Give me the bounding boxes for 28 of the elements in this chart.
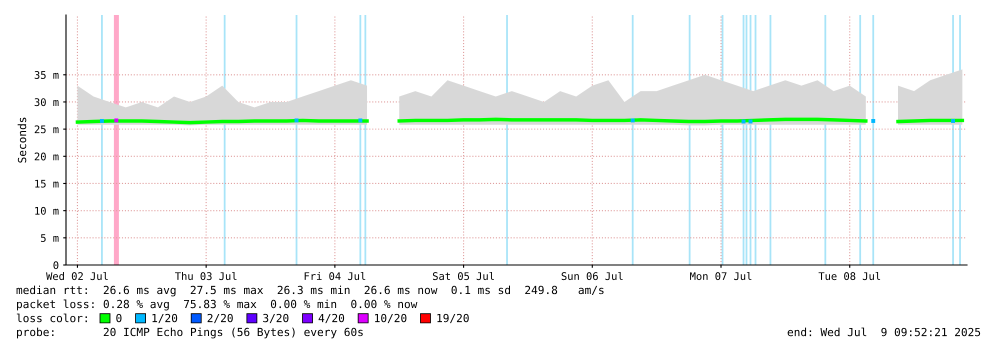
x-tick-label: Tue 08 Jul: [818, 272, 880, 280]
x-tick-label: Sat 05 Jul: [432, 272, 494, 280]
y-tick-label: 30 m: [34, 98, 59, 106]
y-axis-title: Seconds: [18, 118, 26, 163]
text: probe: 20 ICMP Echo Pings (56 Bytes) every 60s: [17, 328, 363, 338]
y-tick-label: 15 m: [35, 180, 59, 188]
legend-label: 1/20: [152, 314, 178, 324]
x-tick-label: Wed 02 Jul: [46, 272, 108, 280]
legend-label: 0: [116, 314, 122, 322]
y-tick-label: 10 m: [35, 206, 59, 215]
legend-label: 4/20: [318, 314, 344, 324]
y-tick-label: 35 m: [34, 71, 59, 79]
x-tick-label: Fri 04 Jul: [304, 272, 366, 280]
x-tick-label: Thu 03 Jul: [175, 272, 236, 280]
legend-title: loss color:: [16, 314, 87, 322]
legend-label: 10/20: [375, 314, 406, 324]
text: median rtt: 26.6 ms avg 27.5 ms max 26.3 ms min 26.6 ms now 0.1 ms sd 249.8 am/s: [16, 286, 604, 296]
y-tick-label: 20 m: [34, 152, 59, 160]
y-tick-label: 0: [53, 261, 58, 270]
legend-label: 2/20: [208, 314, 233, 324]
x-tick-label: Mon 07 Jul: [690, 272, 752, 280]
x-tick-label: Sun 06 Jul: [562, 272, 623, 280]
legend-label: 3/20: [263, 314, 288, 324]
text: packet loss: 0.28 % avg 75.83 % max 0.00 % min 0.00 % now: [17, 300, 418, 310]
y-tick-label: 25 m: [34, 125, 59, 134]
text: end: Wed Jul 9 09:52:21 2025: [788, 328, 980, 336]
legend-label: 19/20: [437, 314, 469, 324]
y-tick-label: 5 m: [40, 234, 59, 242]
